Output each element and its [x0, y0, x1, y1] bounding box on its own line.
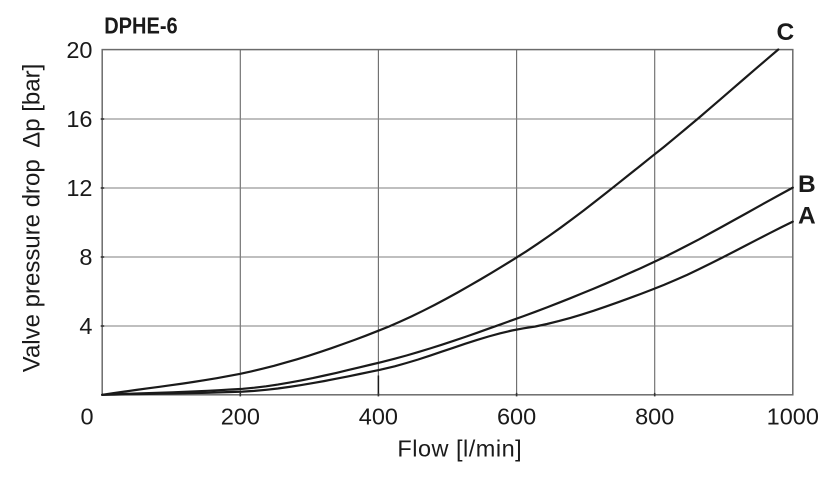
svg-text:DPHE-6: DPHE-6	[104, 12, 178, 38]
svg-text:200: 200	[221, 403, 260, 429]
svg-text:600: 600	[497, 403, 536, 429]
svg-text:1000: 1000	[767, 403, 819, 429]
svg-text:400: 400	[359, 403, 398, 429]
svg-text:Flow [l/min]: Flow [l/min]	[397, 435, 522, 461]
svg-text:4: 4	[79, 313, 92, 339]
svg-text:C: C	[776, 19, 794, 46]
svg-text:0: 0	[80, 403, 93, 429]
svg-text:12: 12	[66, 175, 92, 201]
svg-text:16: 16	[66, 106, 92, 132]
svg-text:20: 20	[66, 37, 92, 63]
svg-text:8: 8	[79, 244, 92, 270]
svg-text:B: B	[798, 171, 816, 198]
svg-text:A: A	[798, 202, 816, 229]
svg-text:800: 800	[635, 403, 674, 429]
svg-text:Valve pressure drop Δp [bar]: Valve pressure drop Δp [bar]	[19, 64, 46, 373]
